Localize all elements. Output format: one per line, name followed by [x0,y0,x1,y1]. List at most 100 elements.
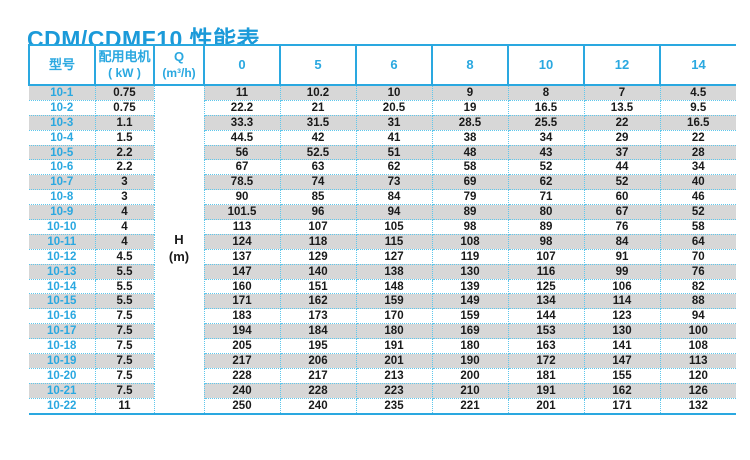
table-row: 10-17 7.5 194 184 180 169 153 130 100 [29,323,736,340]
head-value-cell: 63 [280,159,357,176]
head-value-cell: 84 [356,189,433,206]
head-value-cell: 115 [356,234,433,250]
head-value-cell: 98 [432,219,509,235]
table-row: 10-21 7.5 240 228 223 210 191 162 126 [29,383,736,399]
head-value-cell: 82 [660,279,736,295]
head-value-cell: 46 [660,189,736,206]
table-row: 10-1 0.75 H (m) 11 10.2 10 9 8 7 4.5 [29,85,736,414]
col-header-motor: 配用电机 ( kW ) [94,45,154,86]
head-value-cell: 64 [660,234,736,250]
head-value-cell: 69 [432,174,509,191]
head-value-cell: 94 [660,308,736,325]
table-row: 10-5 2.2 56 52.5 51 48 43 37 28 [29,145,736,161]
model-cell: 10-20 [29,368,96,384]
table-row: 10-12 4.5 137 129 127 119 107 91 70 [29,249,736,265]
head-value-cell: 70 [660,249,736,265]
table-row: 10-6 2.2 67 63 62 58 52 44 34 [29,159,736,176]
head-value-cell: 28 [660,145,736,161]
col-header-motor-line1: 配用电机 [98,49,151,65]
head-value-cell: 210 [432,383,509,399]
motor-kw-cell: 11 [95,398,155,414]
head-value-cell: 67 [584,204,661,221]
performance-table: 型号 配用电机 ( kW ) Q (m³/h) 0 5 6 8 10 12 14… [28,44,736,415]
head-value-cell: 139 [432,279,509,295]
head-value-cell: 195 [280,338,357,355]
head-value-cell: 191 [508,383,585,399]
motor-kw-cell: 2.2 [95,159,155,176]
col-header-q-14: 14 [659,45,736,86]
col-header-flow-line2: (m³/h) [162,65,196,80]
motor-kw-cell: 5.5 [95,293,155,310]
head-value-cell: 240 [204,383,281,399]
head-value-cell: 113 [660,353,736,369]
head-value-cell: 190 [432,353,509,369]
head-value-cell: 84 [584,234,661,250]
head-value-cell: 51 [356,145,433,161]
model-cell: 10-13 [29,264,96,280]
head-value-cell: 85 [280,189,357,206]
head-value-cell: 94 [356,204,433,221]
model-cell: 10-14 [29,279,96,295]
head-value-cell: 140 [280,264,357,280]
head-value-cell: 60 [584,189,661,206]
table-row: 10-7 3 78.5 74 73 69 62 52 40 [29,174,736,191]
head-value-cell: 191 [356,338,433,355]
head-value-cell: 10 [356,85,433,101]
model-cell: 10-10 [29,219,96,235]
head-value-cell: 8 [508,85,585,101]
head-value-cell: 148 [356,279,433,295]
model-cell: 10-2 [29,100,96,116]
head-value-cell: 20.5 [356,100,433,116]
head-value-cell: 160 [204,279,281,295]
motor-kw-cell: 7.5 [95,368,155,384]
table-row: 10-16 7.5 183 173 170 159 144 123 94 [29,308,736,325]
head-value-cell: 181 [508,368,585,384]
head-value-cell: 217 [204,353,281,369]
head-value-cell: 120 [660,368,736,384]
head-value-cell: 159 [432,308,509,325]
head-value-cell: 107 [508,249,585,265]
table-row: 10-11 4 124 118 115 108 98 84 64 [29,234,736,250]
head-value-cell: 34 [660,159,736,176]
head-value-cell: 73 [356,174,433,191]
head-value-cell: 173 [280,308,357,325]
head-value-cell: 28.5 [432,115,509,131]
head-value-cell: 31.5 [280,115,357,131]
head-value-cell: 194 [204,323,281,340]
motor-kw-cell: 4 [95,204,155,221]
head-value-cell: 162 [280,293,357,310]
model-cell: 10-7 [29,174,96,191]
head-value-cell: 130 [432,264,509,280]
head-value-cell: 138 [356,264,433,280]
head-value-cell: 126 [660,383,736,399]
head-value-cell: 41 [356,130,433,146]
head-value-cell: 9.5 [660,100,736,116]
table-row: 10-18 7.5 205 195 191 180 163 141 108 [29,338,736,355]
head-value-cell: 10.2 [280,85,357,101]
head-value-cell: 99 [584,264,661,280]
head-value-cell: 235 [356,398,433,414]
head-value-cell: 37 [584,145,661,161]
head-value-cell: 250 [204,398,281,414]
head-value-cell: 132 [660,398,736,414]
head-value-cell: 200 [432,368,509,384]
head-value-cell: 144 [508,308,585,325]
motor-kw-cell: 2.2 [95,145,155,161]
header-row: 型号 配用电机 ( kW ) Q (m³/h) 0 5 6 8 10 12 14 [28,45,736,86]
head-value-cell: 40 [660,174,736,191]
head-value-cell: 153 [508,323,585,340]
col-header-flow: Q (m³/h) [153,45,204,86]
head-value-cell: 22 [584,115,661,131]
head-value-cell: 25.5 [508,115,585,131]
head-value-cell: 171 [584,398,661,414]
head-value-cell: 201 [508,398,585,414]
head-value-cell: 107 [280,219,357,235]
head-value-cell: 106 [584,279,661,295]
head-value-cell: 116 [508,264,585,280]
head-value-cell: 184 [280,323,357,340]
head-value-cell: 21 [280,100,357,116]
model-cell: 10-16 [29,308,96,325]
head-value-cell: 74 [280,174,357,191]
model-cell: 10-6 [29,159,96,176]
